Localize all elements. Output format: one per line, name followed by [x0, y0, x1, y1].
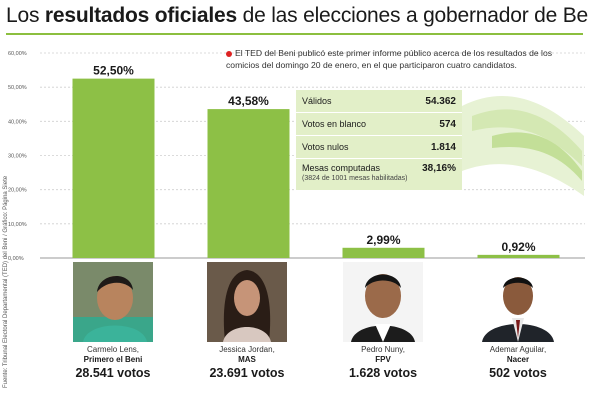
candidate-name: Ademar Aguilar,	[489, 345, 547, 354]
bar-value-label: 43,58%	[228, 94, 269, 108]
candidate-caption-4: Ademar Aguilar, Nacer 502 votos	[463, 345, 573, 380]
y-tick-label: 20,00%	[8, 188, 27, 194]
bar-value-label: 2,99%	[366, 233, 400, 247]
candidate-party: Primero el Beni	[83, 355, 143, 364]
candidate-caption-2: Jessica Jordan, MAS 23.691 votos	[192, 345, 302, 380]
candidate-name: Jessica Jordan,	[219, 345, 275, 354]
candidate-photo-lens	[73, 262, 153, 342]
stat-label: Mesas computadas	[302, 163, 381, 173]
note-text: El TED del Beni publicó este primer info…	[226, 48, 553, 70]
stats-panel: Válidos 54.362 Votos en blanco 574 Votos…	[296, 90, 462, 191]
stat-label: Votos en blanco	[302, 119, 367, 129]
y-tick-label: 30,00%	[8, 154, 27, 160]
stat-label: Válidos	[302, 96, 332, 106]
candidate-photo-aguilar	[478, 262, 558, 342]
candidate-name: Pedro Nuny,	[361, 345, 405, 354]
bar-3	[342, 247, 425, 258]
stat-row-validos: Válidos 54.362	[296, 90, 462, 113]
stat-value: 1.814	[430, 141, 456, 153]
y-tick-label: 0,00%	[8, 256, 24, 262]
candidate-votes: 23.691 votos	[209, 366, 285, 380]
candidate-party: Nacer	[506, 355, 530, 364]
candidate-party: FPV	[375, 355, 391, 364]
source-credit: Fuente: Tribunal Electoral Departamental…	[3, 175, 15, 388]
y-tick-label: 50,00%	[8, 85, 27, 91]
stat-value: 38,16%	[422, 163, 456, 174]
bar-value-label: 52,50%	[93, 64, 134, 78]
title-bold: resultados oficiales	[44, 4, 237, 27]
bullet-dot-icon	[226, 50, 232, 57]
candidate-photo-nuny	[343, 262, 423, 342]
candidate-votes: 502 votos	[489, 366, 547, 380]
bar-1	[72, 78, 155, 258]
candidate-name: Carmelo Lens,	[86, 345, 140, 354]
candidate-caption-3: Pedro Nuny, FPV 1.628 votos	[328, 345, 438, 380]
stat-label: Votos nulos	[302, 142, 349, 152]
stat-row-mesas: Mesas computadas (3824 de 1001 mesas hab…	[296, 159, 462, 191]
stat-value: 574	[439, 118, 456, 130]
label-layer: 52,50% 43,58% 2,99% 0,92%	[93, 64, 536, 254]
decorative-swoosh	[462, 96, 584, 196]
y-tick-label: 60,00%	[8, 51, 27, 57]
candidate-caption-1: Carmelo Lens, Primero el Beni 28.541 vot…	[58, 345, 168, 380]
title-rule	[6, 33, 583, 35]
candidate-party: MAS	[238, 355, 256, 364]
info-note: El TED del Beni publicó este primer info…	[226, 47, 571, 71]
title-pre: Los	[6, 4, 45, 27]
stat-sub: (3824 de 1001 mesas habilitadas)	[302, 175, 408, 182]
y-tick-label: 40,00%	[8, 119, 27, 125]
bar-value-label: 0,92%	[501, 240, 535, 254]
bar-2	[207, 109, 290, 258]
stat-row-nulos: Votos nulos 1.814	[296, 136, 462, 159]
stat-row-blancos: Votos en blanco 574	[296, 113, 462, 136]
page-title: Los resultados oficiales de las eleccion…	[6, 4, 589, 34]
stat-value: 54.362	[425, 95, 456, 107]
title-post: de las elecciones a gobernador de Beni	[236, 4, 589, 27]
candidate-votes: 1.628 votos	[348, 366, 418, 380]
candidate-photo-jordan	[207, 262, 287, 342]
y-tick-label: 10,00%	[8, 222, 27, 228]
bar-4	[477, 254, 560, 258]
candidate-votes: 28.541 votos	[75, 366, 151, 380]
source-text: Fuente: Tribunal Electoral Departamental…	[3, 175, 9, 388]
bar-layer	[72, 78, 560, 258]
